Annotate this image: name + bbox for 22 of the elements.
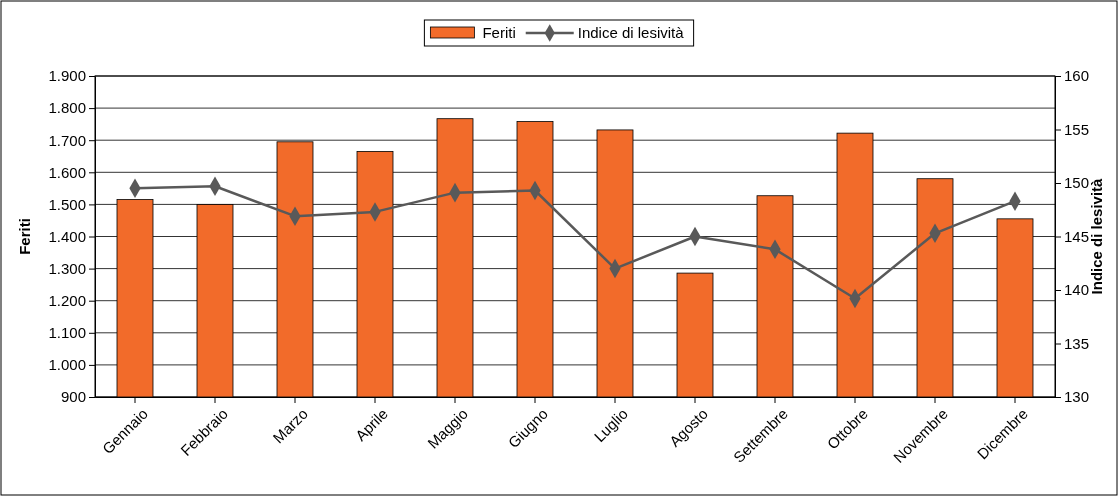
y-tick-label: 1.100 xyxy=(48,324,86,342)
y2-axis-title: Indice di lesività xyxy=(1088,177,1105,295)
y2-tick-label: 140 xyxy=(1064,281,1090,299)
y-tick-label: 1.400 xyxy=(48,227,86,245)
y2-tick-label: 145 xyxy=(1064,227,1090,245)
y-tick-label: 1.700 xyxy=(48,131,86,149)
y2-tick-label: 155 xyxy=(1064,120,1090,138)
y-tick-label: 1.800 xyxy=(48,99,86,117)
y-tick-label: 900 xyxy=(60,388,86,406)
y-tick-label: 1.500 xyxy=(48,195,86,213)
y-tick-label: 1.000 xyxy=(48,356,86,374)
legend-label: Feriti xyxy=(482,24,516,41)
y2-tick-label: 130 xyxy=(1064,388,1090,406)
y-tick-label: 1.300 xyxy=(48,259,86,277)
y-axis-title: Feriti xyxy=(16,218,33,255)
y-tick-label: 1.900 xyxy=(48,67,86,85)
legend-label: Indice di lesività xyxy=(577,24,685,41)
y-tick-label: 1.600 xyxy=(48,163,86,181)
y2-tick-label: 160 xyxy=(1064,67,1090,85)
y-tick-label: 1.200 xyxy=(48,292,86,309)
y2-tick-label: 135 xyxy=(1064,334,1090,352)
y2-tick-label: 150 xyxy=(1064,174,1090,192)
